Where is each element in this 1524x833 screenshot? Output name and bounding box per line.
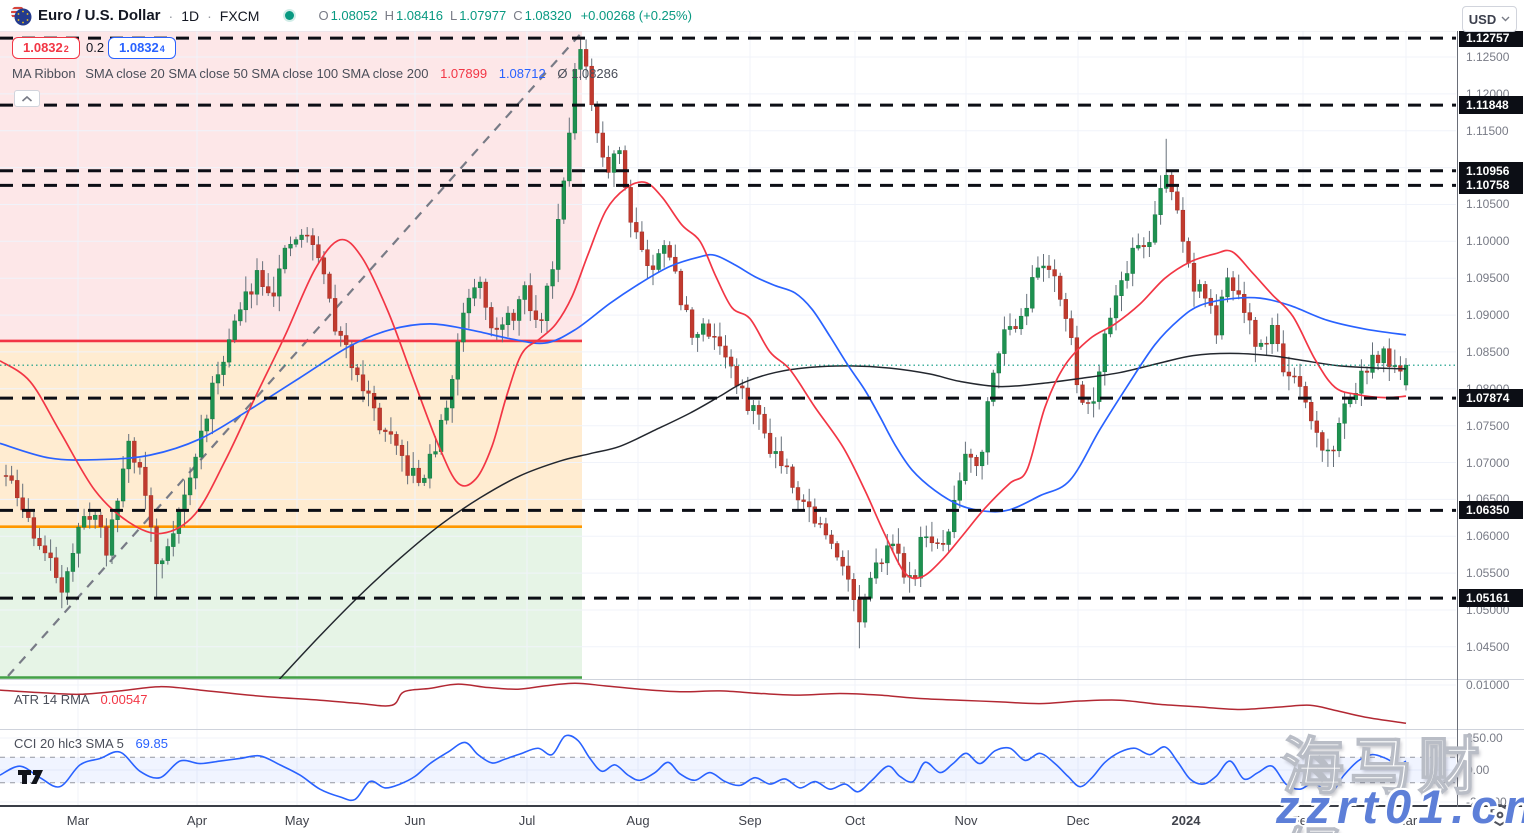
symbol-flag-icon [11,5,32,25]
price-grid-label: 1.08500 [1466,344,1510,359]
candlesticks [3,36,1409,649]
time-axis-label: Oct [844,813,866,828]
cci-axis-label: -250.00 [1466,795,1507,809]
ma-line [0,253,1407,513]
time-axis-label: Nov [954,813,978,828]
time-axis[interactable]: Mar Apr May Jun Jul Aug Sep Oct Nov Dec 2024 Feb Mar [0,807,1524,833]
open-label: O [318,8,329,23]
chevron-down-icon [1501,16,1510,22]
ma-ribbon-average: Ø 1.08286 [557,66,619,81]
trendline [7,31,585,677]
price-grid-label: 1.04500 [1466,639,1510,654]
close-label: C [513,8,523,23]
time-axis-label: Jul [518,813,536,828]
level-price-label: 1.12757 [1459,29,1523,48]
cci-pane-legend[interactable]: CCI 20 hlc3 SMA 5 69.85 [14,736,168,751]
pane-separator[interactable] [0,676,1524,683]
low-value: 1.07977 [459,8,507,23]
time-axis-label: Sep [738,813,762,828]
level-price-label: 1.05161 [1459,589,1523,608]
moving-averages [0,181,1407,679]
symbol-button[interactable]: Euro / U.S. Dollar · 1D · FXCM [0,5,259,27]
atr-pane-legend[interactable]: ATR 14 RMA 0.00547 [14,692,148,707]
atr-axis-label: 0.01000 [1466,678,1510,692]
price-grid-label: 1.10000 [1466,234,1510,249]
cci-value: 69.85 [135,736,168,751]
price-grid-label: 1.09000 [1466,308,1510,323]
atr-line [0,682,1407,724]
price-label-red-value: 1.0832 [23,40,63,55]
chevron-up-icon [21,95,33,102]
time-axis-label: Feb [1291,813,1315,828]
timeframe-label[interactable]: 1D [181,7,200,24]
ma-ribbon-title: MA Ribbon [12,66,76,81]
symbol-title: Euro / U.S. Dollar [38,7,161,24]
time-axis-label: 2024 [1171,813,1201,828]
ma-ribbon-params: SMA close 20 SMA close 50 SMA close 100 … [85,66,429,81]
price-grid-label: 1.07500 [1466,418,1510,433]
level-price-label: 1.06350 [1459,501,1523,520]
level-price-label: 1.07874 [1459,389,1523,408]
atr-value: 0.00547 [100,692,148,707]
change-value: +0.00268 (+0.25%) [580,8,692,23]
price-grid-label: 1.11500 [1466,123,1509,138]
currency-label: USD [1468,11,1497,27]
price-label-blue-sup: 4 [159,44,165,54]
pane-separator[interactable] [0,726,1524,733]
price-grid-label: 1.05500 [1466,566,1510,581]
ohlc-readout: O 1.08052 H 1.08416 L 1.07977 C 1.08320 … [318,8,691,23]
separator-dot: · [207,7,212,24]
ma-line [0,181,1407,580]
price-grid-label: 1.06000 [1466,529,1510,544]
low-label: L [449,8,458,23]
ma-line [278,352,1407,679]
price-axis[interactable]: 1.125001.120001.115001.110001.105001.100… [1458,29,1524,809]
cci-band [0,756,1456,784]
price-label-blue-value: 1.0832 [119,40,159,55]
price-label-red[interactable]: 1.0832 2 [12,37,80,59]
cci-axis-label: 0.00 [1466,763,1490,777]
close-value: 1.08320 [524,8,572,23]
separator-dot: · [168,7,174,24]
open-value: 1.08052 [330,8,378,23]
high-label: H [384,8,394,23]
time-axis-label: Apr [186,813,208,828]
market-status-dot[interactable] [285,11,295,20]
time-axis-label: Aug [626,813,650,828]
ma-ribbon-value-blue: 1.08712 [498,66,546,81]
legend-collapse-button[interactable] [14,90,40,107]
top-toolbar: Euro / U.S. Dollar · 1D · FXCM O 1.08052… [0,0,1524,31]
price-label-blue[interactable]: 1.0832 4 [108,37,176,59]
analysis-zones [0,31,582,679]
time-axis-label: Mar [66,813,90,828]
price-grid-label: 1.12500 [1466,50,1510,64]
price-grid-label: 1.07000 [1466,455,1510,470]
high-value: 1.08416 [395,8,443,23]
level-price-label: 1.10758 [1459,176,1523,195]
price-grid-label: 1.09500 [1466,271,1510,286]
time-axis-label: Dec [1066,813,1090,828]
price-grid-label: 1.10500 [1466,197,1510,212]
time-axis-label: Mar [1394,813,1418,828]
price-label-red-sup: 2 [63,44,69,54]
tradingview-logo[interactable] [16,764,52,790]
time-axis-label: Jun [404,813,426,828]
spread-value: 0.2 [86,40,105,55]
time-axis-label: May [284,813,310,828]
level-price-label: 1.11848 [1459,96,1523,115]
level-price-label: 1.10956 [1459,161,1523,180]
cci-title: CCI 20 hlc3 SMA 5 [14,736,124,751]
ma-ribbon-value-red: 1.07899 [440,66,488,81]
atr-title: ATR 14 RMA [14,692,89,707]
exchange-label[interactable]: FXCM [219,7,260,24]
ma-ribbon-legend[interactable]: MA Ribbon SMA close 20 SMA close 50 SMA … [12,66,618,81]
price-scale-currency-selector[interactable]: USD [1462,6,1517,32]
cci-axis-label: 250.00 [1466,731,1503,745]
hexagon-settings-icon [1490,803,1510,827]
cci-line [0,734,1407,802]
